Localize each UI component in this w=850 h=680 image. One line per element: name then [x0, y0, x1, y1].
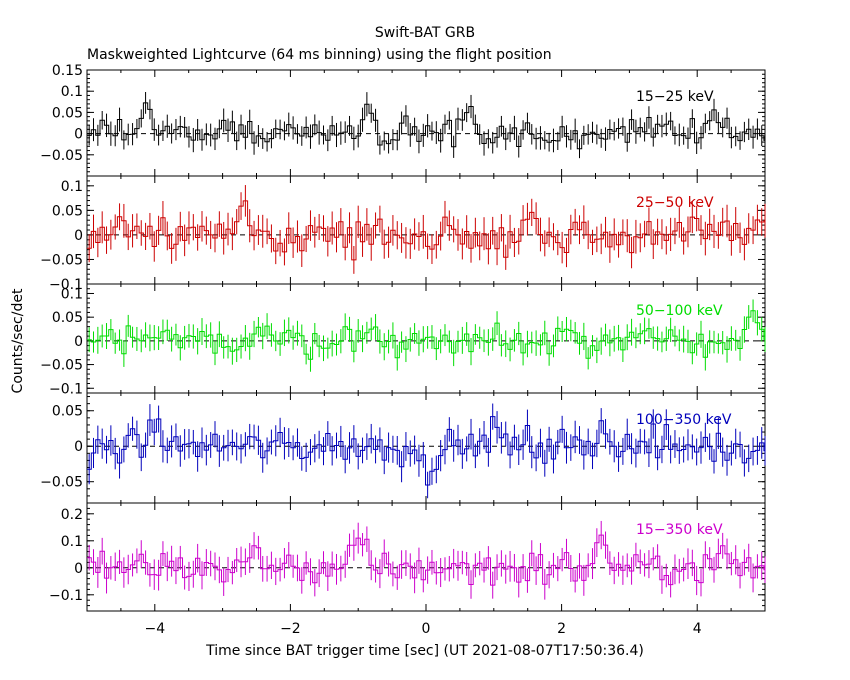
chart-subtitle: Maskweighted Lightcurve (64 ms binning) … [87, 47, 552, 63]
y-tick-label: 0.1 [61, 179, 83, 195]
x-tick-label: 4 [693, 621, 702, 637]
series-step-line [87, 310, 765, 360]
panels-group: −0.05 0 0.05 0.1 0.15 15−25 keV −0.1 −0.05 0 0.05… [40, 63, 766, 637]
y-tick-label: 0 [74, 228, 83, 244]
y-tick-label: −0.05 [40, 358, 83, 374]
band-label: 15−350 keV [636, 522, 723, 538]
y-tick-label: −0.1 [49, 588, 83, 604]
band-label: 100−350 keV [636, 412, 732, 428]
y-tick-label: 0 [74, 561, 83, 577]
y-tick-label: −0.05 [40, 252, 83, 268]
y-tick-label: 0.05 [52, 310, 83, 326]
panel-1: −0.05 0 0.05 0.1 0.15 15−25 keV [40, 63, 766, 177]
y-tick-label: −0.1 [49, 277, 83, 293]
panel-frame [86, 69, 766, 177]
x-tick-label: −2 [280, 621, 301, 637]
y-tick-label: −0.05 [40, 475, 83, 491]
x-tick-label: −4 [144, 621, 165, 637]
series-step-line [87, 200, 765, 261]
y-tick-label: 0.2 [61, 507, 83, 523]
x-axis-label: Time since BAT trigger time [sec] (UT 20… [205, 643, 644, 659]
chart-title: Swift-BAT GRB [375, 25, 475, 41]
y-tick-label: 0.1 [61, 534, 83, 550]
y-tick-label: 0.05 [52, 404, 83, 420]
panel-frame [86, 502, 766, 612]
band-label: 50−100 keV [636, 303, 723, 319]
y-tick-label: 0 [74, 439, 83, 455]
y-axis-label: Counts/sec/det [10, 288, 26, 393]
y-tick-label: 0.05 [52, 105, 83, 121]
x-tick-label: 0 [422, 621, 431, 637]
y-tick-label: 0 [74, 334, 83, 350]
y-tick-label: −0.1 [49, 381, 83, 397]
panel-4: −0.05 0 0.05 100−350 keV [40, 392, 766, 504]
y-tick-label: 0.15 [52, 63, 83, 79]
y-tick-label: 0 [74, 127, 83, 143]
panel-5: −0.1 0 0.1 0.2 15−350 keV [49, 502, 766, 612]
panel-2: −0.1 −0.05 0 0.05 0.1 25−50 keV [40, 175, 766, 293]
y-tick-label: 0.1 [61, 286, 83, 302]
y-tick-label: 0.1 [61, 84, 83, 100]
x-tick-label: 2 [557, 621, 566, 637]
y-tick-label: −0.05 [40, 148, 83, 164]
y-tick-label: 0.05 [52, 203, 83, 219]
band-label: 15−25 keV [636, 89, 714, 105]
panel-3: −0.1 −0.05 0 0.05 0.1 50−100 keV [40, 283, 766, 397]
series-step-line [87, 534, 765, 586]
band-label: 25−50 keV [636, 195, 714, 211]
